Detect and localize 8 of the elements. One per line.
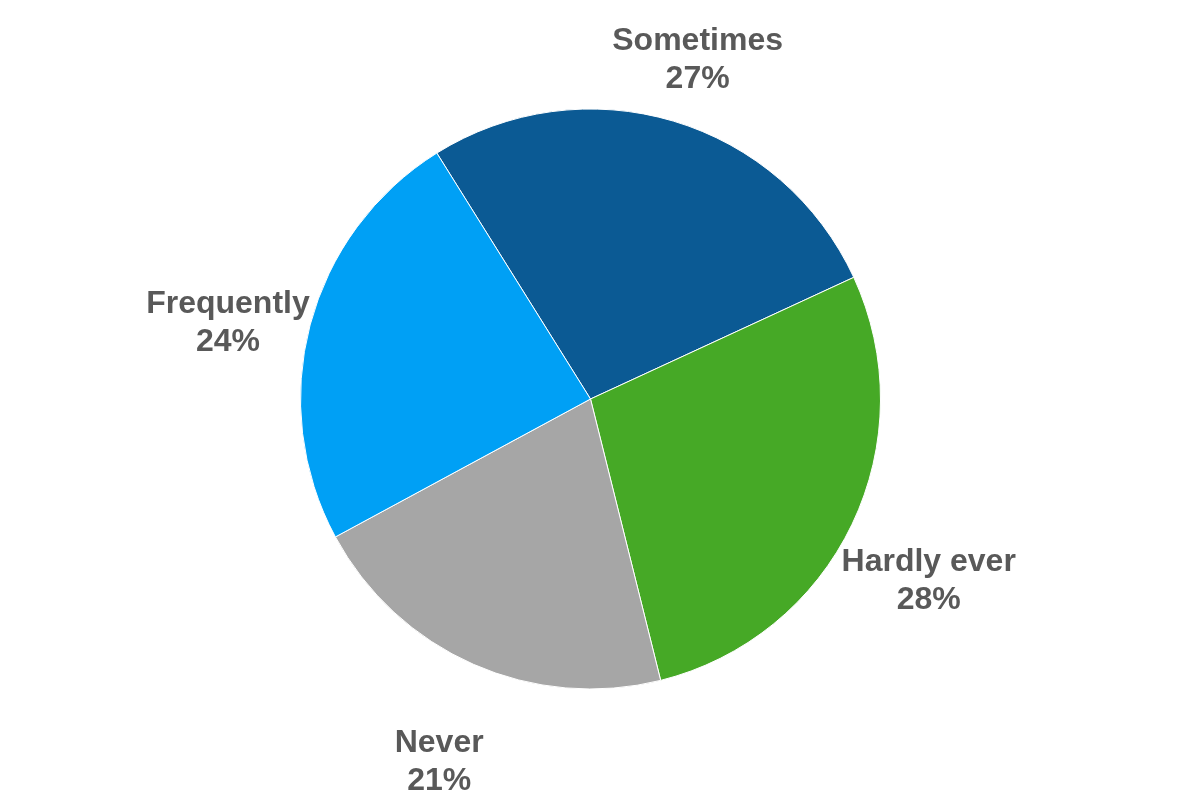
slice-label: Hardly ever — [841, 542, 1016, 579]
slice-label: Sometimes — [612, 20, 783, 57]
data-label: 28% — [896, 580, 961, 617]
slice-label: Never — [394, 723, 484, 760]
data-label: 21% — [407, 761, 472, 798]
data-label: 27% — [665, 58, 730, 95]
data-label: 24% — [195, 322, 260, 359]
slice-label: Frequently — [146, 284, 310, 321]
